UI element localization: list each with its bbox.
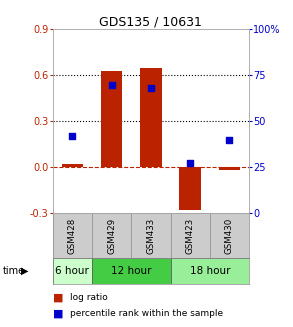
Point (149, 86, 153, 91)
Text: GSM428: GSM428 (68, 217, 77, 254)
Bar (140, 68, 162, 167)
Text: ■: ■ (53, 309, 63, 319)
Point (70, 133, 75, 139)
Bar (219, 167, 240, 170)
Text: GSM430: GSM430 (225, 217, 234, 254)
Text: ▶: ▶ (21, 266, 28, 276)
Bar (101, 71, 122, 167)
Bar (53, 258, 92, 284)
Bar (179, 167, 201, 210)
Text: 6 hour: 6 hour (55, 266, 89, 276)
Point (109, 82, 114, 87)
Bar (92, 258, 171, 284)
Bar (62, 164, 83, 167)
Text: GSM423: GSM423 (186, 217, 195, 254)
Text: ■: ■ (53, 293, 63, 302)
Bar (171, 258, 249, 284)
Point (227, 137, 232, 142)
Text: GSM429: GSM429 (107, 217, 116, 253)
Text: percentile rank within the sample: percentile rank within the sample (70, 309, 224, 318)
Text: 12 hour: 12 hour (111, 266, 151, 276)
Text: GSM433: GSM433 (146, 217, 155, 254)
Text: time: time (3, 266, 25, 276)
Text: log ratio: log ratio (70, 293, 108, 302)
Title: GDS135 / 10631: GDS135 / 10631 (99, 15, 202, 28)
Text: 18 hour: 18 hour (190, 266, 230, 276)
Point (188, 161, 193, 166)
